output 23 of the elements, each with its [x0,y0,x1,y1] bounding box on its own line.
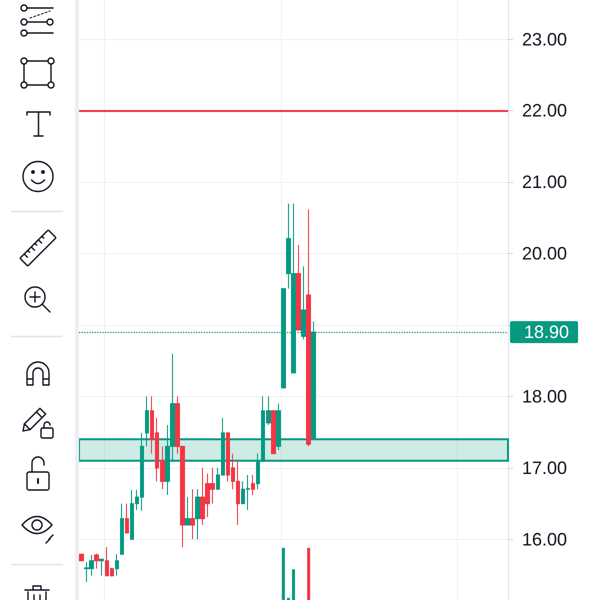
candlestick [185,496,190,526]
y-tick-label: 22.00 [522,100,568,121]
y-tick-label: 16.00 [522,529,568,550]
candlestick [195,488,200,540]
candlestick [306,208,311,447]
candlestick [296,244,301,330]
candlestick [99,558,104,576]
y-tick-label: 21.00 [522,172,568,192]
candlestick [125,503,129,534]
candlestick [120,503,124,556]
candlestick [271,410,276,454]
candlestick [145,396,149,447]
ref-line-label: 18.90 [524,322,570,342]
y-tick-label: 20.00 [522,244,568,264]
candlestick [251,474,255,496]
candlestick [190,488,195,540]
candlestick [276,403,281,450]
y-tick-label: 23.00 [522,29,568,50]
candlestick [94,553,99,570]
y-tick-label: 18.00 [522,386,568,406]
y-tick-label: 17.00 [522,458,568,478]
candlestick [115,554,119,576]
candlestick [79,553,84,562]
